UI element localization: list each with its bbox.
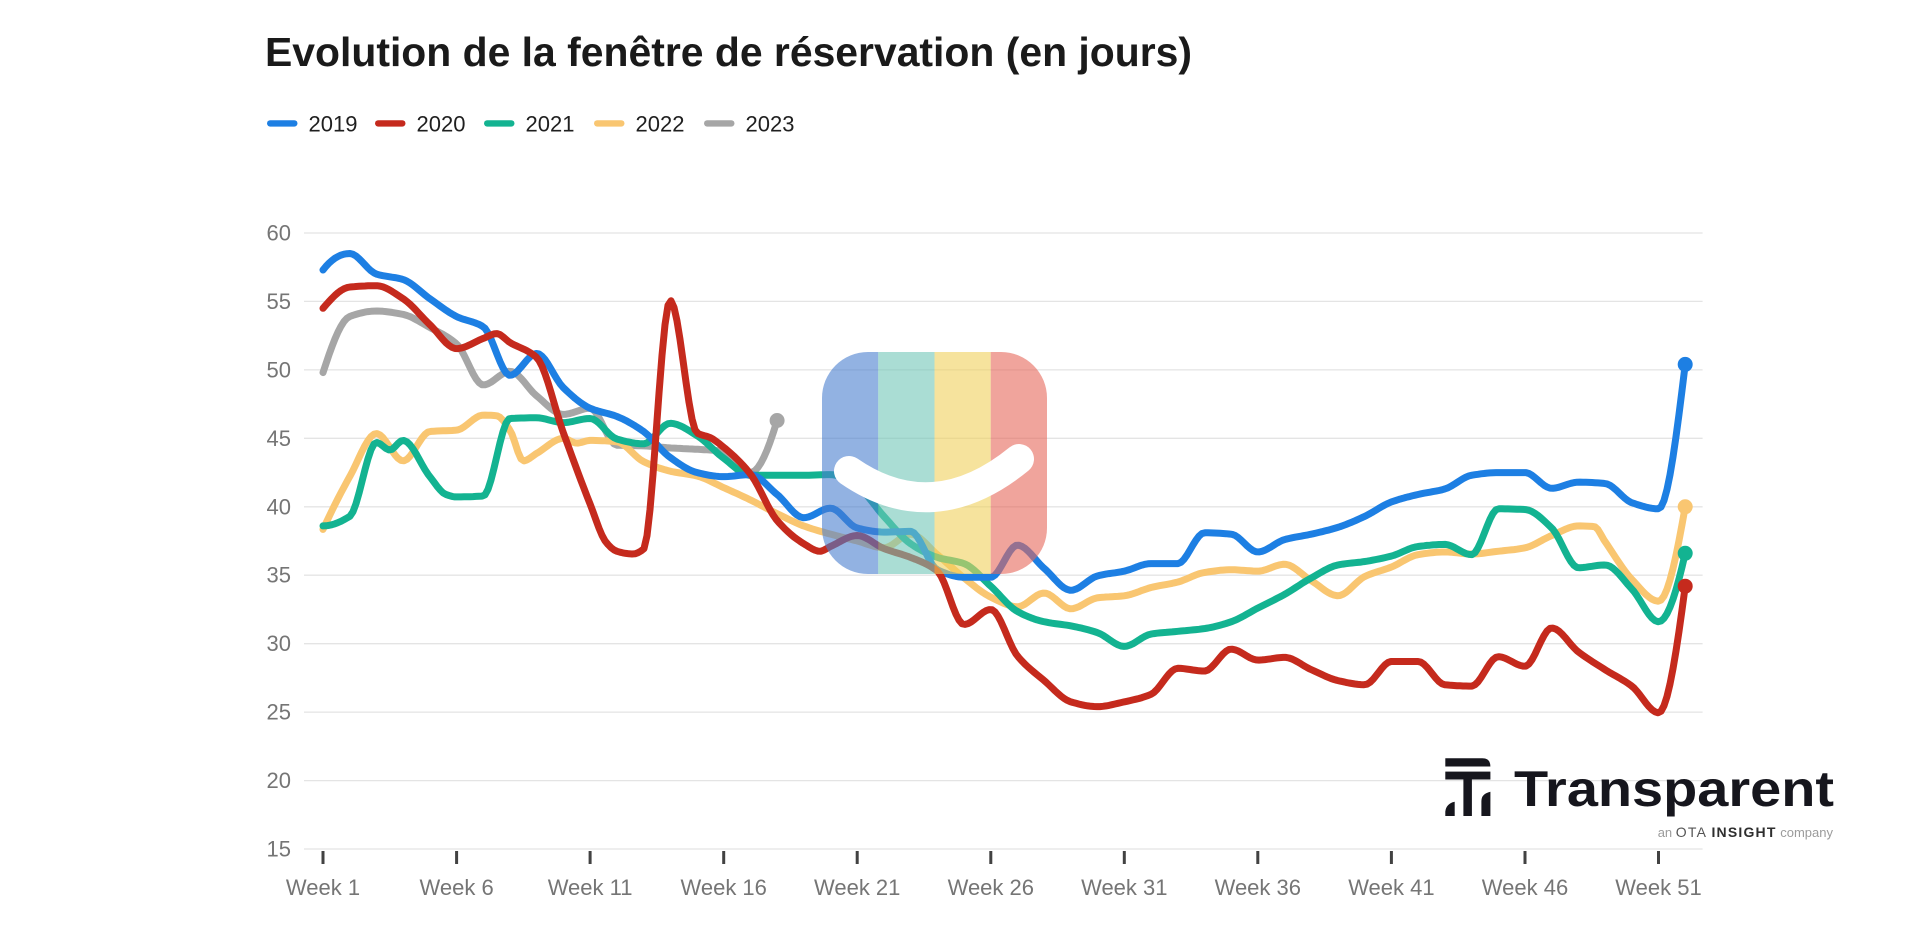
svg-text:Week 41: Week 41	[1348, 875, 1434, 900]
svg-text:35: 35	[267, 563, 291, 588]
svg-text:60: 60	[267, 221, 291, 246]
svg-text:Week 6: Week 6	[420, 875, 494, 900]
svg-text:Week 36: Week 36	[1215, 875, 1301, 900]
svg-text:25: 25	[267, 700, 291, 725]
svg-text:2020: 2020	[417, 112, 466, 137]
svg-text:2022: 2022	[636, 112, 685, 137]
svg-text:Week 1: Week 1	[286, 875, 360, 900]
svg-text:50: 50	[267, 357, 291, 382]
svg-text:Week 11: Week 11	[548, 875, 633, 900]
svg-text:55: 55	[267, 289, 291, 314]
svg-text:Week 26: Week 26	[948, 875, 1034, 900]
svg-text:Week 31: Week 31	[1081, 875, 1167, 900]
svg-text:Evolution de la fenêtre de rés: Evolution de la fenêtre de réservation (…	[265, 29, 1192, 75]
svg-text:2021: 2021	[526, 112, 575, 137]
svg-text:Transparent: Transparent	[1514, 761, 1834, 817]
svg-text:Week 21: Week 21	[814, 875, 900, 900]
svg-text:30: 30	[267, 631, 291, 656]
svg-text:2019: 2019	[309, 112, 358, 137]
svg-text:Week 46: Week 46	[1482, 875, 1568, 900]
svg-text:Week 16: Week 16	[680, 875, 766, 900]
svg-text:20: 20	[267, 768, 291, 793]
svg-text:an OTA INSIGHT company: an OTA INSIGHT company	[1658, 824, 1834, 840]
svg-text:45: 45	[267, 426, 291, 451]
svg-text:Week 51: Week 51	[1615, 875, 1701, 900]
svg-text:2023: 2023	[746, 112, 795, 137]
svg-text:40: 40	[267, 494, 291, 519]
svg-text:15: 15	[267, 837, 291, 862]
